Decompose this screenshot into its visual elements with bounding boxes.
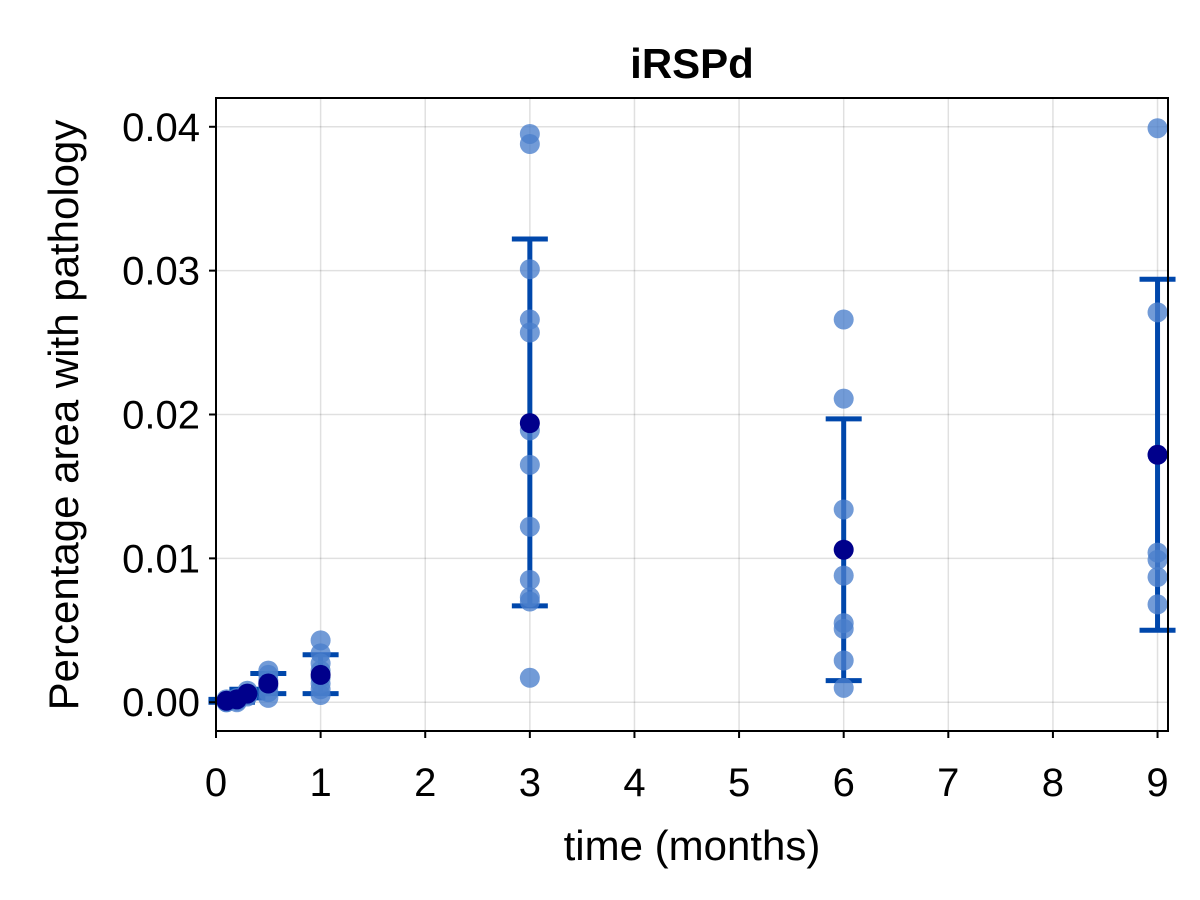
data-point bbox=[519, 667, 540, 688]
x-axis-title: time (months) bbox=[564, 822, 821, 869]
data-point bbox=[833, 565, 854, 586]
mean-point bbox=[833, 539, 854, 560]
data-point bbox=[1147, 542, 1168, 563]
data-point bbox=[310, 630, 331, 651]
x-tick-label: 3 bbox=[519, 761, 541, 805]
axis-ticks: 0 1 2 3 4 5 6 7 8 9 0.00 0.01 0.02 0.03 0.04 bbox=[122, 106, 1169, 805]
data-point bbox=[519, 123, 540, 144]
data-point bbox=[1147, 118, 1168, 139]
data-point bbox=[1147, 567, 1168, 588]
x-tick-label: 9 bbox=[1146, 761, 1168, 805]
data-point bbox=[519, 259, 540, 280]
data-point bbox=[519, 569, 540, 590]
x-tick-label: 2 bbox=[414, 761, 436, 805]
y-tick-label: 0.00 bbox=[122, 681, 200, 725]
mean-point bbox=[258, 673, 279, 694]
x-tick-label: 1 bbox=[309, 761, 331, 805]
data-point bbox=[833, 613, 854, 634]
data-point bbox=[833, 388, 854, 409]
y-tick-label: 0.01 bbox=[122, 537, 200, 581]
data-point bbox=[833, 650, 854, 671]
x-tick-label: 8 bbox=[1042, 761, 1064, 805]
y-tick-label: 0.04 bbox=[122, 106, 200, 150]
y-axis-title: Percentage area with pathology bbox=[40, 120, 87, 711]
mean-point bbox=[310, 664, 331, 685]
data-point bbox=[519, 516, 540, 537]
data-point bbox=[833, 499, 854, 520]
x-tick-label: 0 bbox=[205, 761, 227, 805]
data-point bbox=[1147, 594, 1168, 615]
grid-layer bbox=[215, 98, 1168, 731]
mean-point bbox=[237, 683, 258, 704]
data-point bbox=[1147, 302, 1168, 323]
x-tick-label: 4 bbox=[623, 761, 645, 805]
y-tick-label: 0.02 bbox=[122, 394, 200, 438]
mean-point bbox=[1147, 444, 1168, 465]
data-point bbox=[833, 309, 854, 330]
error-bars bbox=[208, 236, 1176, 705]
x-tick-label: 7 bbox=[937, 761, 959, 805]
mean-points bbox=[216, 413, 1168, 711]
y-tick-label: 0.03 bbox=[122, 250, 200, 294]
chart-title: iRSPd bbox=[630, 40, 754, 87]
data-point bbox=[519, 454, 540, 475]
data-point bbox=[519, 587, 540, 608]
mean-point bbox=[519, 413, 540, 434]
data-point bbox=[833, 677, 854, 698]
data-point bbox=[519, 309, 540, 330]
x-tick-label: 6 bbox=[833, 761, 855, 805]
x-tick-label: 5 bbox=[728, 761, 750, 805]
